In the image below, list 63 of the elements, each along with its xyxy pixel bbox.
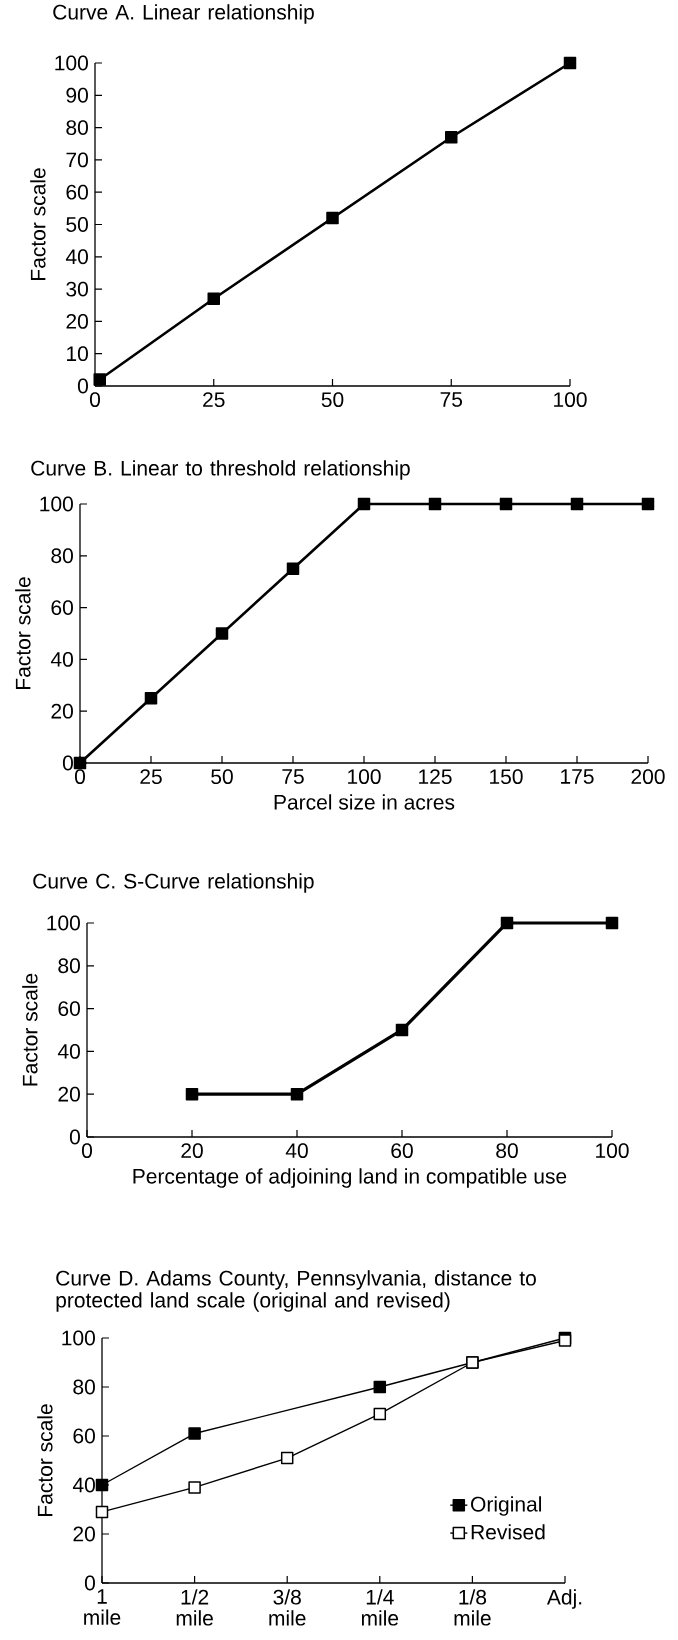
y-tick-label: 100 (40, 496, 73, 512)
x-tick-label: 80 (496, 1143, 518, 1159)
x-tick-label: 100 (554, 392, 587, 408)
legend-label: Original (471, 1496, 541, 1516)
y-tick-label: 80 (51, 548, 73, 564)
y-tick-label: 20 (51, 703, 73, 719)
x-axis-title: Percentage of adjoining land in compatible use (133, 1168, 567, 1188)
y-tick-label: 90 (66, 87, 88, 103)
x-tick-label: 25 (140, 769, 162, 785)
y-tick-label: 40 (57, 1043, 80, 1059)
x-tick-label: 1/4 mile (361, 1589, 399, 1626)
y-axis-title: Factor scale (37, 1404, 53, 1516)
y-tick-label: 60 (51, 600, 73, 616)
y-tick-label: 100 (55, 55, 88, 71)
y-tick-label: 20 (73, 1526, 95, 1542)
x-tick-label: 125 (419, 769, 452, 785)
x-tick-label: Adj. (546, 1589, 582, 1609)
y-axis-title: Factor scale (22, 973, 38, 1086)
y-tick-label: 60 (73, 1428, 95, 1444)
y-tick-label: 60 (66, 184, 88, 200)
x-tick-label: 50 (211, 769, 233, 785)
y-tick-label: 10 (67, 346, 88, 362)
y-tick-label: 40 (65, 249, 88, 265)
x-tick-label: 100 (596, 1143, 629, 1159)
y-tick-label: 30 (66, 281, 88, 297)
y-tick-label: 70 (66, 152, 88, 168)
chart-title: Curve A. Linear relationship (53, 4, 314, 24)
x-tick-label: 40 (285, 1143, 308, 1159)
x-tick-label: 100 (348, 769, 381, 785)
chart-title: Curve D. Adams County, Pennsylvania, distance to protected land scale (original and revised) (56, 1270, 536, 1312)
x-tick-label: 25 (203, 392, 225, 408)
y-tick-label: 60 (58, 1001, 80, 1017)
x-tick-label: 20 (181, 1143, 203, 1159)
x-tick-label: 200 (631, 769, 665, 785)
x-axis-title: Parcel size in acres (274, 794, 455, 810)
x-tick-label: 3/8 mile (269, 1589, 306, 1626)
y-tick-label: 0 (84, 1575, 95, 1591)
legend-label: Revised (471, 1524, 545, 1540)
y-tick-label: 100 (62, 1330, 95, 1346)
x-tick-label: 150 (490, 769, 523, 785)
y-tick-label: 0 (77, 378, 88, 394)
x-tick-label: 75 (282, 769, 304, 784)
y-axis-title: Factor scale (30, 168, 46, 280)
y-tick-label: 80 (73, 1379, 95, 1395)
x-tick-label: 175 (561, 769, 594, 784)
x-tick-label: 50 (321, 392, 344, 408)
x-tick-label: 1/8 mile (454, 1589, 491, 1626)
y-tick-label: 20 (66, 313, 88, 329)
y-tick-label: 100 (47, 915, 80, 931)
x-tick-label: 75 (440, 392, 463, 407)
chart-title: Curve C. S-Curve relationship (33, 873, 314, 893)
y-tick-label: 0 (62, 755, 73, 771)
y-tick-label: 20 (58, 1086, 80, 1102)
y-tick-label: 50 (66, 217, 88, 232)
x-tick-label: 1/2 mile (176, 1589, 213, 1626)
y-axis-title: Factor scale (15, 577, 31, 689)
chart-title: Curve B. Linear to threshold relationship (31, 460, 410, 480)
y-tick-label: 80 (58, 958, 80, 974)
y-tick-label: 80 (66, 120, 88, 136)
x-tick-label: 60 (391, 1143, 413, 1159)
y-tick-label: 40 (72, 1477, 95, 1493)
y-tick-label: 0 (69, 1129, 80, 1145)
y-tick-label: 40 (50, 651, 73, 667)
